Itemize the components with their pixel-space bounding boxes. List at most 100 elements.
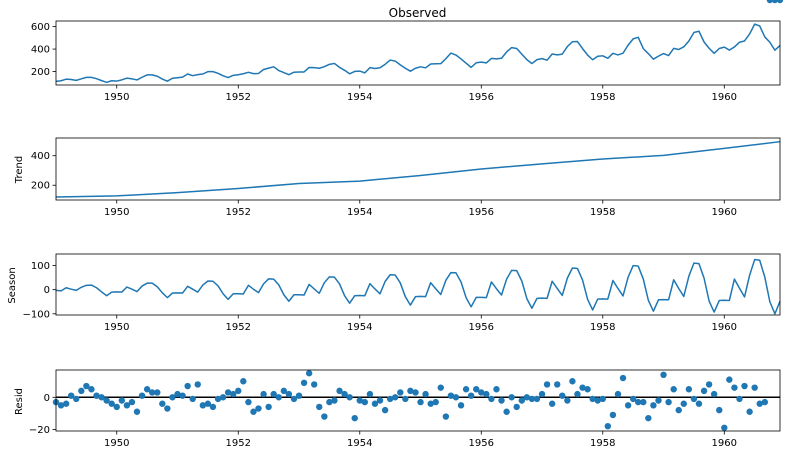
resid-point: [265, 403, 272, 411]
resid-point: [209, 403, 217, 411]
trend-frame: [55, 137, 781, 201]
resid-point: [138, 392, 146, 399]
resid-point: [224, 389, 232, 396]
resid-point: [275, 394, 282, 401]
resid-point: [427, 400, 434, 407]
resid-point: [609, 411, 617, 419]
resid-point: [483, 390, 490, 398]
resid-point: [756, 400, 763, 407]
season-ytick-label: 0: [44, 285, 50, 296]
resid-point: [594, 397, 601, 404]
season-xtick-label: 1956: [469, 322, 494, 333]
observed-ytick-label: 600: [31, 22, 50, 33]
resid-point: [159, 400, 166, 407]
observed-xtick-label: 1952: [226, 92, 251, 103]
resid-point: [57, 402, 65, 409]
resid-point: [148, 389, 156, 396]
resid-point: [295, 392, 303, 399]
resid-point: [528, 395, 536, 403]
resid-point: [386, 395, 394, 403]
resid-point: [543, 381, 551, 388]
resid-point: [447, 392, 455, 399]
resid-point: [503, 408, 510, 415]
resid-point: [771, 0, 779, 4]
resid-point: [285, 390, 293, 398]
resid-point: [523, 394, 531, 401]
resid-point: [133, 408, 141, 415]
resid-point: [533, 395, 541, 403]
resid-point: [189, 395, 196, 403]
season-xtick-label: 1950: [104, 322, 129, 333]
resid-point: [204, 400, 212, 407]
resid-point: [214, 395, 222, 403]
season-panel: 1950 1952 1954 1956 1958 1960 −100 0 100: [23, 253, 781, 333]
resid-point: [341, 390, 348, 398]
resid-point: [98, 394, 105, 401]
observed-xtick-label: 1950: [104, 92, 129, 103]
resid-point: [574, 390, 581, 398]
resid-point: [179, 392, 186, 399]
resid-point: [88, 386, 95, 393]
resid-point: [397, 389, 404, 396]
resid-point: [467, 392, 475, 399]
resid-point: [422, 390, 429, 398]
resid-point: [736, 395, 743, 403]
season-xtick-label: 1954: [347, 322, 372, 333]
resid-point: [260, 390, 267, 398]
resid-point: [346, 394, 353, 401]
resid-point: [412, 389, 419, 396]
resid-point: [103, 397, 110, 404]
resid-point: [255, 405, 262, 412]
resid-point: [311, 381, 318, 388]
resid-point: [559, 392, 566, 399]
resid-point: [746, 408, 753, 415]
resid-point: [462, 386, 470, 393]
resid-panel: 1950 1952 1954 1956 1958 1960 −20 0: [29, 0, 784, 449]
resid-point: [219, 394, 227, 401]
resid-point: [351, 414, 358, 422]
trend-xtick-label: 1954: [347, 207, 372, 218]
resid-point: [690, 395, 698, 403]
resid-point: [361, 398, 369, 406]
resid-xtick-label: 1956: [469, 438, 494, 449]
resid-point: [113, 403, 120, 411]
resid-point: [300, 379, 308, 387]
resid-point: [290, 395, 298, 403]
season-ylabel: Season: [7, 267, 18, 303]
resid-point: [579, 384, 586, 391]
resid-xtick-label: 1954: [347, 438, 372, 449]
resid-point: [154, 389, 161, 396]
resid-point: [62, 400, 70, 407]
resid-point: [73, 395, 80, 403]
resid-point: [741, 382, 748, 390]
resid-point: [508, 394, 515, 401]
resid-point: [498, 397, 505, 404]
resid-xtick-label: 1950: [104, 438, 129, 449]
resid-point: [564, 397, 571, 404]
resid-point: [235, 387, 242, 395]
observed-title: Observed: [389, 6, 447, 20]
resid-point: [391, 394, 399, 401]
resid-point: [604, 422, 612, 430]
observed-frame: [55, 20, 781, 86]
trend-ytick-label: 200: [31, 181, 50, 192]
resid-point: [761, 398, 769, 406]
resid-point: [230, 390, 237, 398]
observed-ytick-label: 400: [31, 45, 50, 56]
resid-point: [93, 392, 100, 399]
trend-xtick-label: 1960: [712, 207, 737, 218]
resid-point: [513, 403, 520, 411]
resid-point: [619, 374, 627, 382]
observed-xtick-label: 1956: [469, 92, 494, 103]
resid-point: [164, 405, 171, 412]
resid-point: [473, 386, 480, 393]
resid-point: [493, 386, 500, 393]
resid-point: [569, 378, 576, 385]
trend-ytick-label: 400: [31, 151, 50, 162]
resid-point: [629, 395, 637, 403]
resid-point: [554, 381, 561, 388]
resid-point: [675, 406, 682, 414]
resid-point: [78, 387, 85, 395]
resid-point: [376, 397, 384, 404]
resid-point: [695, 400, 703, 407]
